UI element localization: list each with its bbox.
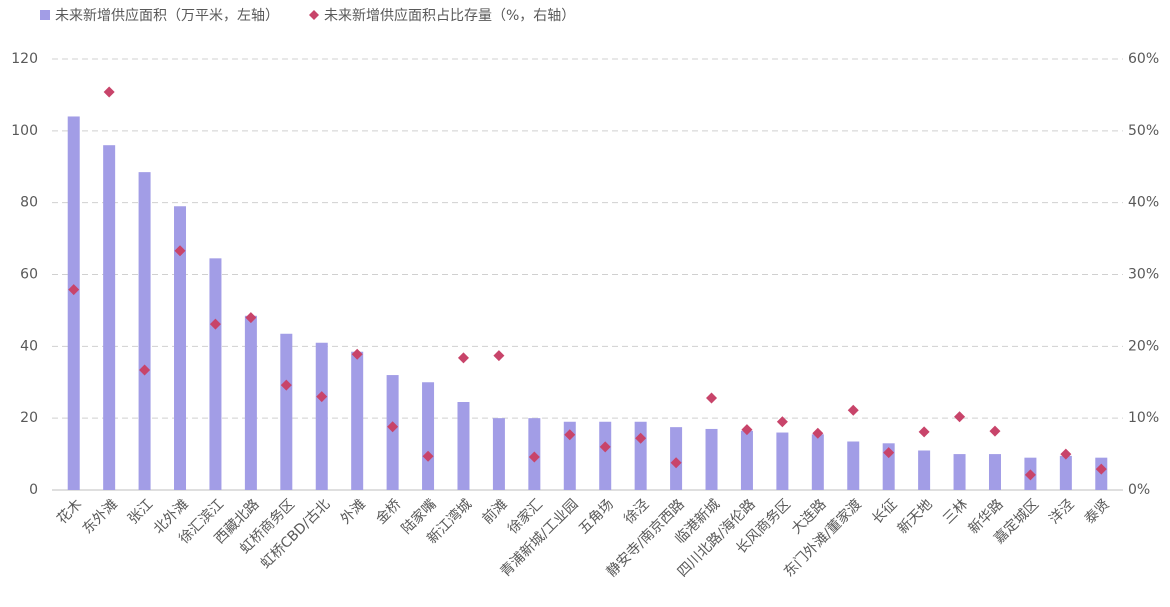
marker: [1060, 448, 1072, 460]
marker: [812, 427, 824, 439]
y2-tick-label: 0%: [1128, 482, 1150, 498]
marker: [741, 424, 753, 436]
y2-tick-label: 20%: [1128, 338, 1159, 354]
x-tick-label: 外滩: [338, 496, 369, 527]
y2-tick-label: 40%: [1128, 195, 1159, 211]
marker: [883, 447, 895, 459]
y-tick-label: 120: [11, 51, 38, 67]
y-tick-label: 60: [20, 267, 38, 283]
marker: [422, 450, 434, 462]
bar: [422, 382, 435, 490]
marker: [1095, 463, 1107, 475]
x-tick-label: 前滩: [479, 496, 511, 528]
legend-label: 未来新增供应面积（万平米，左轴）: [55, 7, 279, 24]
bar: [953, 454, 966, 490]
x-tick-label: 金桥: [373, 496, 404, 527]
marker: [670, 457, 682, 469]
x-tick-label: 张江: [125, 496, 156, 527]
y-tick-label: 40: [20, 338, 38, 354]
marker: [103, 86, 115, 98]
marker: [316, 391, 328, 403]
x-tick-label: 长征: [869, 496, 900, 527]
bar: [174, 206, 187, 490]
bar: [280, 333, 293, 490]
bar: [918, 450, 931, 490]
marker: [493, 350, 505, 362]
y2-tick-label: 50%: [1128, 123, 1159, 139]
y-tick-label: 80: [20, 195, 38, 211]
bar: [847, 441, 860, 490]
bar: [988, 454, 1001, 490]
bar: [138, 172, 151, 490]
marker: [599, 441, 611, 453]
marker: [209, 318, 221, 330]
y-tick-label: 100: [11, 123, 38, 139]
y-tick-label: 20: [20, 410, 38, 426]
bar: [457, 402, 470, 490]
x-tick-label: 泰贤: [1082, 496, 1113, 527]
legend-marker: [40, 10, 50, 20]
bar: [740, 430, 753, 490]
marker: [776, 416, 788, 428]
marker: [918, 426, 930, 438]
bar: [209, 258, 222, 490]
marker: [528, 451, 540, 463]
bar: [811, 434, 824, 490]
marker: [564, 429, 576, 441]
marker: [245, 312, 257, 324]
x-tick-label: 新天地: [895, 496, 936, 537]
bar: [1059, 455, 1072, 490]
marker: [1024, 469, 1036, 481]
legend-marker: [309, 10, 319, 20]
x-tick-label: 三林: [940, 496, 971, 527]
marker: [847, 404, 859, 416]
marker: [280, 379, 292, 391]
bar: [244, 315, 257, 490]
legend-label: 未来新增供应面积占比存量（%，右轴）: [324, 7, 575, 24]
marker: [457, 352, 469, 364]
marker: [139, 364, 151, 376]
bar: [67, 116, 80, 490]
bar: [492, 418, 505, 490]
bar: [103, 145, 116, 490]
y2-tick-label: 60%: [1128, 51, 1159, 67]
y2-tick-label: 10%: [1128, 410, 1159, 426]
x-tick-label: 洋泾: [1046, 496, 1077, 527]
bar: [776, 432, 789, 490]
marker: [989, 425, 1001, 437]
bar: [634, 421, 647, 490]
marker: [954, 411, 966, 423]
x-tick-label: 五角场: [576, 496, 617, 537]
bar: [315, 342, 328, 490]
bar: [351, 351, 364, 490]
marker: [387, 421, 399, 433]
marker: [68, 284, 80, 296]
x-tick-label: 东外滩: [80, 496, 121, 537]
marker: [174, 245, 186, 257]
marker: [635, 432, 647, 444]
marker: [706, 392, 718, 404]
x-tick-label: 徐泾: [621, 496, 652, 527]
y-tick-label: 0: [29, 482, 38, 498]
x-tick-label: 花木: [54, 496, 85, 527]
marker: [351, 348, 363, 360]
bar: [386, 375, 399, 490]
bar: [563, 421, 576, 490]
bar: [599, 421, 612, 490]
bar: [705, 428, 718, 490]
y2-tick-label: 30%: [1128, 267, 1159, 283]
